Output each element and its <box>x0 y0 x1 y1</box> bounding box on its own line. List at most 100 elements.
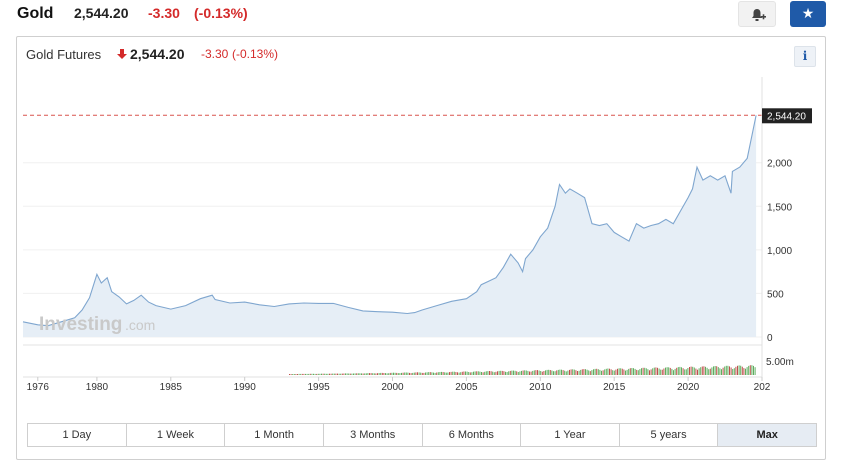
volume-bar <box>508 371 510 375</box>
instrument-title: Gold <box>17 5 54 22</box>
volume-bar <box>636 369 638 375</box>
chart-change-percent: (-0.13%) <box>232 47 279 61</box>
volume-bar <box>533 370 535 375</box>
add-to-watchlist-button[interactable]: ★ <box>790 1 826 27</box>
x-tick-label: 1995 <box>307 382 330 393</box>
volume-bar <box>537 370 538 375</box>
volume-bar <box>617 368 618 375</box>
volume-bar <box>554 371 556 375</box>
volume-bar <box>297 374 298 375</box>
volume-bar <box>364 373 366 375</box>
volume-bar <box>329 373 330 375</box>
volume-bar <box>466 371 468 375</box>
volume-bar <box>748 365 750 375</box>
volume-bar <box>725 365 727 375</box>
add-alert-button[interactable] <box>738 1 776 27</box>
price-chart[interactable]: Investing .com 0 500 1,000 1,500 2,000 5.00m… <box>17 37 825 417</box>
volume-bar <box>500 370 502 375</box>
volume-bar <box>545 370 546 375</box>
volume-bar <box>335 373 337 375</box>
volume-bar <box>697 369 698 375</box>
volume-bar <box>388 373 390 375</box>
volume-bar <box>292 374 294 375</box>
volume-bar <box>457 372 458 375</box>
volume-bar <box>449 372 450 375</box>
volume-bar <box>340 373 342 375</box>
volume-bar <box>396 372 398 375</box>
volume-bar <box>612 370 614 375</box>
volume-bar <box>605 368 607 375</box>
y-tick-label: 1,000 <box>767 246 792 257</box>
period-button-5-years[interactable]: 5 years <box>619 424 719 446</box>
volume-bar <box>356 373 358 375</box>
volume-bar <box>669 367 671 375</box>
volume-bar <box>666 367 668 375</box>
volume-bar <box>607 368 609 375</box>
volume-bar <box>476 371 478 375</box>
period-button-3-months[interactable]: 3 Months <box>323 424 423 446</box>
volume-bar <box>303 373 305 375</box>
volume-bar <box>455 372 457 375</box>
volume-bar <box>511 370 513 375</box>
volume-bar <box>749 365 751 375</box>
volume-bar <box>474 371 476 375</box>
x-tick-label: 2020 <box>677 382 700 393</box>
volume-bar <box>513 370 514 375</box>
volume-bar <box>338 373 340 375</box>
volume-bar <box>687 368 689 375</box>
volume-bar <box>490 371 492 375</box>
volume-bar <box>521 370 522 375</box>
volume-bar <box>588 370 590 375</box>
volume-bar <box>369 373 370 375</box>
volume-bar <box>557 369 559 375</box>
volume-bar <box>721 369 722 375</box>
volume-bar <box>505 371 506 375</box>
info-button[interactable]: i <box>794 46 816 67</box>
volume-bar <box>660 369 662 375</box>
period-button-6-months[interactable]: 6 Months <box>422 424 522 446</box>
volume-scale-label: 5.00m <box>766 357 794 368</box>
volume-bar <box>559 369 561 375</box>
volume-bar <box>305 373 306 375</box>
volume-bar <box>586 369 588 375</box>
y-tick-label: 500 <box>767 289 784 300</box>
volume-bar <box>609 368 610 375</box>
last-price-label: 2,544.20 <box>767 111 806 122</box>
period-button-1-year[interactable]: 1 Year <box>521 424 620 446</box>
period-button-1-day[interactable]: 1 Day <box>28 424 127 446</box>
volume-bar <box>569 369 570 375</box>
volume-bar <box>535 370 537 375</box>
volume-bar <box>650 369 652 375</box>
volume-bar <box>357 373 359 375</box>
volume-bar <box>546 369 548 375</box>
volume-bar <box>519 371 521 375</box>
volume-bar <box>596 368 598 375</box>
volume-bar <box>562 370 564 375</box>
volume-bar <box>325 373 327 375</box>
volume-bar <box>444 372 446 375</box>
volume-bar <box>564 370 566 375</box>
volume-bar <box>661 369 663 375</box>
period-button-max[interactable]: Max <box>718 424 816 446</box>
period-button-1-week[interactable]: 1 Week <box>126 424 226 446</box>
volume-bar <box>370 373 372 375</box>
volume-bar <box>316 373 318 375</box>
volume-bar <box>445 372 447 375</box>
volume-bar <box>465 371 466 375</box>
volume-bar <box>330 373 332 375</box>
volume-bar <box>460 372 462 375</box>
volume-bar <box>583 369 585 375</box>
top-bar: Gold 2,544.20 -3.30 (-0.13%) ★ <box>0 0 841 30</box>
volume-bar <box>724 366 726 375</box>
volume-bar <box>705 366 706 375</box>
period-button-1-month[interactable]: 1 Month <box>225 424 324 446</box>
volume-bar <box>361 373 362 375</box>
volume-bar <box>602 370 604 375</box>
volume-bar <box>309 373 311 375</box>
volume-bar <box>426 372 428 375</box>
volume-bar <box>322 373 324 375</box>
volume-bar <box>634 368 636 375</box>
watermark-brand: Investing <box>39 314 122 335</box>
volume-bar <box>692 366 694 375</box>
x-tick-label: 1980 <box>86 382 109 393</box>
